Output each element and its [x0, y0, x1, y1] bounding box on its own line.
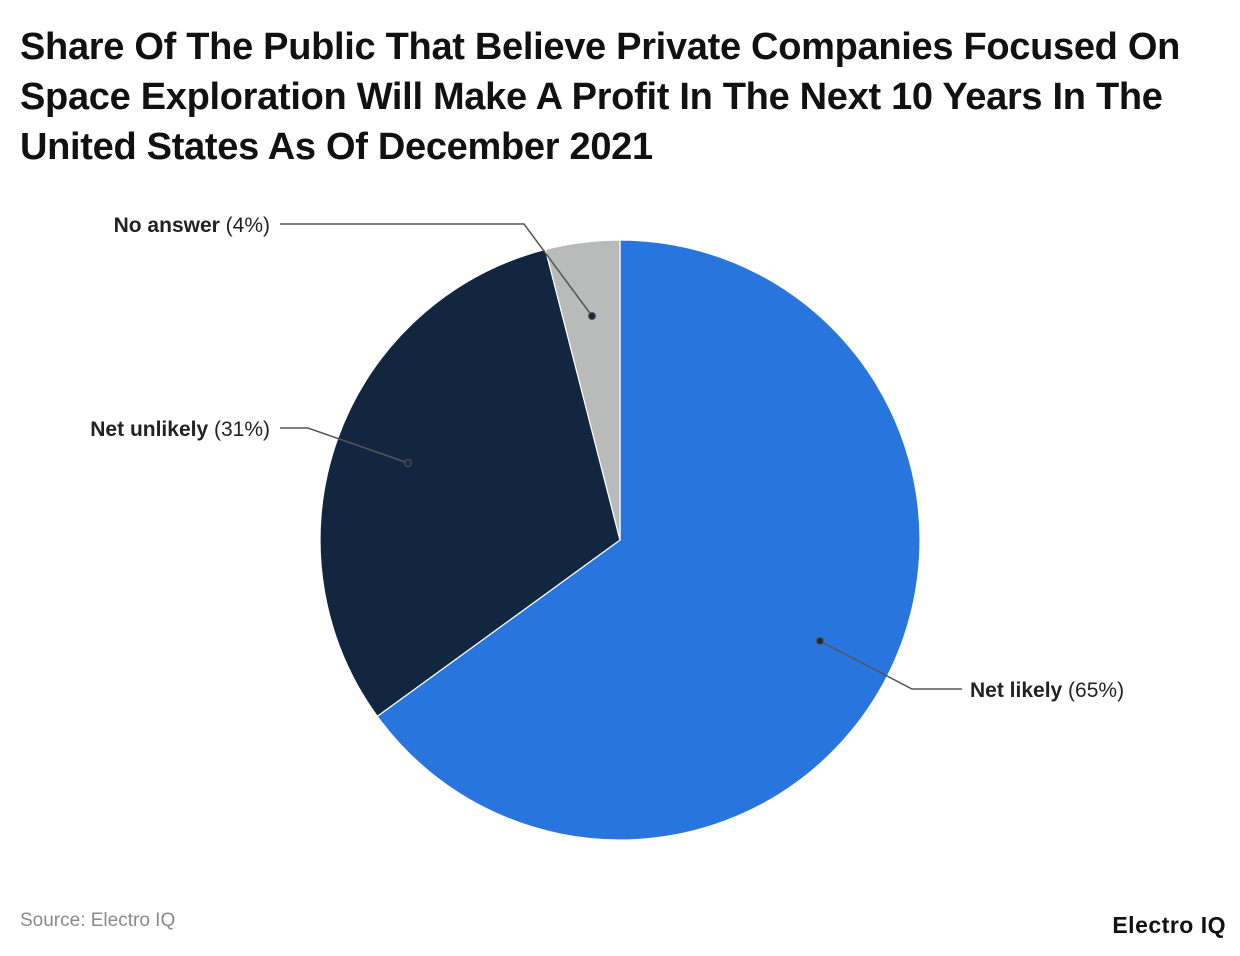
leader-dot-net-likely: [816, 637, 824, 645]
leader-dot-net-unlikely: [404, 459, 412, 467]
data-label-value: (65%): [1062, 679, 1124, 702]
data-label-value: (4%): [220, 214, 270, 237]
data-label-net-likely: Net likely (65%): [970, 679, 1124, 702]
data-label-name: No answer: [114, 214, 220, 237]
chart-title: Share Of The Public That Believe Private…: [20, 26, 1181, 168]
data-label-value: (31%): [208, 418, 270, 441]
data-label-name: Net likely: [970, 679, 1063, 702]
leader-line-net-likely: [819, 640, 962, 690]
leader-dot-no-answer: [588, 312, 596, 320]
data-label-name: Net unlikely: [90, 418, 208, 441]
source-note: Source: Electro IQ: [20, 910, 176, 931]
leader-line-net-unlikely: [280, 427, 409, 464]
data-label-net-unlikely: Net unlikely (31%): [90, 418, 270, 441]
electro-iq-logo: Electro IQ: [1112, 912, 1226, 938]
pie-slice-no-answer: [544, 239, 621, 541]
leader-line-no-answer: [280, 223, 593, 317]
data-label-no-answer: No answer (4%): [114, 214, 270, 237]
